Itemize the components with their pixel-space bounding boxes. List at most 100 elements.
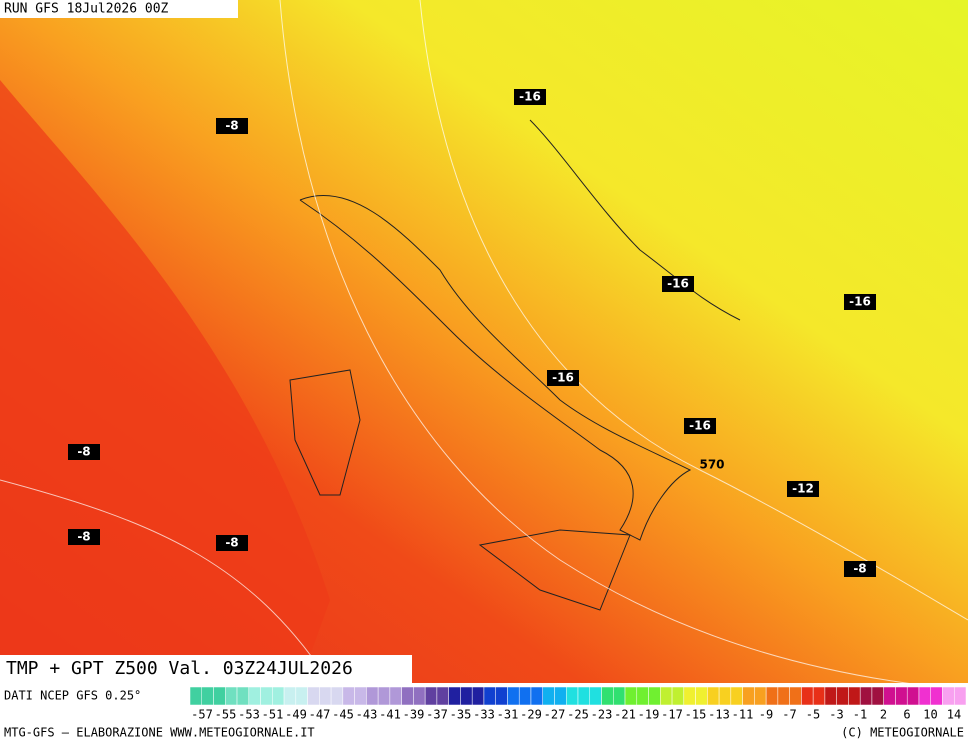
contour-label: 570 <box>699 458 724 472</box>
scale-label: -35 <box>450 708 472 722</box>
coastlines <box>289 119 741 611</box>
scale-swatch <box>542 686 555 706</box>
scale-swatch <box>953 686 967 706</box>
scale-swatch <box>483 686 496 706</box>
scale-swatch <box>695 686 708 706</box>
scale-swatch <box>754 686 767 706</box>
scale-swatch <box>718 686 732 706</box>
scale-label: -1 <box>853 708 867 722</box>
scale-label: -43 <box>356 708 378 722</box>
label-box <box>662 276 694 292</box>
scale-label: -53 <box>238 708 260 722</box>
copyright: (C) METEOGIORNALE <box>841 726 964 740</box>
scale-label: -39 <box>403 708 425 722</box>
map-title: TMP + GPT Z500 Val. 03Z24JUL2026 <box>6 658 353 679</box>
scale-swatch <box>448 686 461 706</box>
scale-swatch <box>307 686 320 706</box>
label-box <box>547 370 579 386</box>
scale-label: -57 <box>191 708 213 722</box>
isohypses <box>0 0 968 690</box>
run-box <box>0 0 238 18</box>
scale-swatch <box>283 686 297 706</box>
scale-swatch <box>495 686 508 706</box>
scale-swatch <box>389 686 402 706</box>
scale-label: -3 <box>829 708 843 722</box>
scale-swatch <box>883 686 896 706</box>
scale-swatch <box>554 686 567 706</box>
contour-label: -12 <box>792 482 814 496</box>
scale-label: -11 <box>732 708 754 722</box>
scale-label: 2 <box>880 708 887 722</box>
scale-swatch <box>660 686 673 706</box>
scale-swatch <box>471 686 485 706</box>
scale-swatch <box>189 686 203 706</box>
scale-swatch <box>366 686 379 706</box>
label-box <box>514 89 546 105</box>
scale-swatch <box>201 686 214 706</box>
scale-label: -15 <box>685 708 707 722</box>
scale-swatch <box>424 686 438 706</box>
scale-swatch <box>342 686 355 706</box>
scale-swatch <box>507 686 520 706</box>
scale-swatch <box>436 686 449 706</box>
scale-swatch <box>565 686 579 706</box>
scale-swatch <box>789 686 802 706</box>
scale-label: -9 <box>759 708 773 722</box>
scale-swatch <box>413 686 426 706</box>
label-box <box>787 481 819 497</box>
scale-label: -21 <box>614 708 636 722</box>
scale-swatch <box>848 686 861 706</box>
scale-label: -17 <box>661 708 683 722</box>
scale-label: -19 <box>638 708 660 722</box>
scale-swatch <box>213 686 226 706</box>
scale-swatch <box>742 686 755 706</box>
scale-label: -51 <box>262 708 284 722</box>
scale-swatch <box>918 686 931 706</box>
scale-swatch <box>272 686 285 706</box>
scale-swatch <box>248 686 261 706</box>
scale-swatch <box>460 686 473 706</box>
scale-swatch <box>671 686 685 706</box>
scale-label: 14 <box>947 708 961 722</box>
scale-label: -47 <box>309 708 331 722</box>
contour-label: -16 <box>519 90 541 104</box>
scale-swatch <box>942 686 955 706</box>
contour-label: -8 <box>225 119 238 133</box>
contour-label: -16 <box>667 277 689 291</box>
label-box <box>216 535 248 551</box>
scale-swatch <box>624 686 638 706</box>
scale-swatch <box>648 686 661 706</box>
scale-label: -7 <box>782 708 796 722</box>
scale-label: -41 <box>379 708 401 722</box>
contour-label: -16 <box>689 419 711 433</box>
label-box <box>216 118 248 134</box>
credit: MTG-GFS — ELABORAZIONE WWW.METEOGIORNALE… <box>4 726 315 740</box>
scale-swatch <box>777 686 790 706</box>
scale-swatch <box>765 686 779 706</box>
scale-label: -13 <box>708 708 730 722</box>
contour-label: -8 <box>77 530 90 544</box>
scale-label: -5 <box>806 708 820 722</box>
scale-swatch <box>330 686 344 706</box>
scale-swatch <box>930 686 943 706</box>
scale-swatch <box>589 686 602 706</box>
source-label: DATI NCEP GFS 0.25° <box>4 689 141 703</box>
scale-swatch <box>730 686 743 706</box>
scale-swatch <box>801 686 814 706</box>
label-box <box>684 418 716 434</box>
scale-swatch <box>836 686 849 706</box>
run-label: RUN GFS 18Jul2026 00Z <box>4 2 169 17</box>
scale-label: -29 <box>520 708 542 722</box>
scale-swatch <box>613 686 626 706</box>
scale-label: -31 <box>497 708 519 722</box>
scale-label: -37 <box>426 708 448 722</box>
scale-swatch <box>319 686 332 706</box>
scale-label: -55 <box>215 708 237 722</box>
scale-swatch <box>636 686 649 706</box>
scale-label: -45 <box>332 708 354 722</box>
scale-swatch <box>824 686 837 706</box>
scale-swatch <box>577 686 591 706</box>
scale-swatch <box>295 686 308 706</box>
